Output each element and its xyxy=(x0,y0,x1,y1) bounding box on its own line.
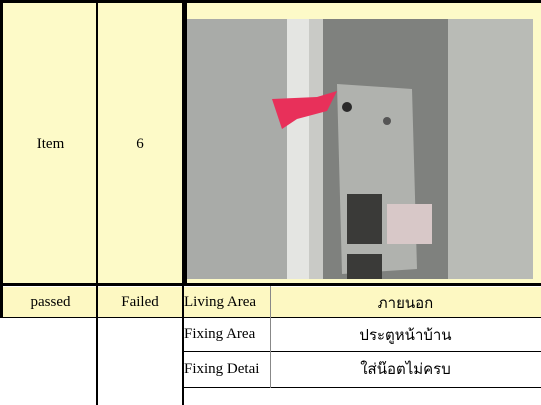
cell: ภายนอก xyxy=(377,293,434,312)
border xyxy=(184,0,187,285)
header-cell: 6 xyxy=(136,135,144,152)
cell: Fixing Detai xyxy=(184,360,260,377)
cell: passed xyxy=(30,294,71,310)
border xyxy=(182,0,184,405)
border xyxy=(0,0,3,318)
cell: ใส่น๊อตไม่ครบ xyxy=(360,360,451,378)
header-cell: Item xyxy=(36,135,65,152)
border xyxy=(184,387,541,388)
border xyxy=(270,286,271,388)
cell: ประตูหน้าบ้าน xyxy=(359,325,452,344)
border xyxy=(0,0,541,3)
cell: Failed xyxy=(121,294,159,310)
photo xyxy=(187,19,533,279)
border xyxy=(0,283,541,286)
border xyxy=(96,0,98,405)
row-bg xyxy=(2,287,541,318)
border xyxy=(184,351,541,352)
cell: Fixing Area xyxy=(184,326,256,342)
cell: Living Area xyxy=(184,294,257,310)
